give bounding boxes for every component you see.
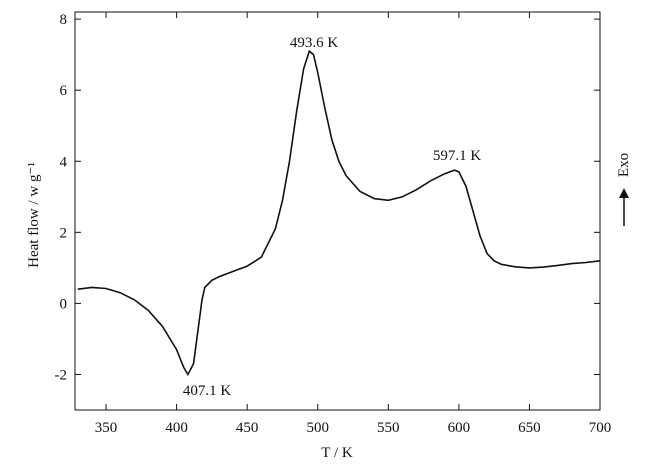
plot-frame (74, 11, 601, 411)
y-tick-label: 8 (60, 12, 68, 28)
exo-arrowhead (619, 188, 629, 198)
x-tick-label: 450 (236, 420, 259, 436)
y-tick-label: 0 (60, 296, 68, 312)
exo-label: Exo (616, 153, 632, 177)
x-axis-label: T / K (321, 445, 353, 461)
x-tick-label: 400 (165, 420, 188, 436)
x-tick-label: 650 (518, 420, 541, 436)
y-tick-label: -2 (55, 367, 68, 383)
y-tick-label: 2 (60, 225, 68, 241)
annotation: 407.1 K (183, 383, 232, 399)
x-tick-label: 700 (589, 420, 612, 436)
y-tick-label: 4 (60, 154, 68, 170)
annotation: 597.1 K (433, 148, 482, 164)
x-tick-label: 350 (95, 420, 118, 436)
x-tick-label: 550 (377, 420, 400, 436)
x-tick-label: 500 (306, 420, 329, 436)
y-tick-label: 6 (60, 83, 68, 99)
curve (77, 49, 601, 377)
annotation: 493.6 K (290, 35, 339, 51)
x-tick-label: 600 (448, 420, 471, 436)
y-axis-label: Heat flow / w g⁻¹ (26, 162, 42, 268)
